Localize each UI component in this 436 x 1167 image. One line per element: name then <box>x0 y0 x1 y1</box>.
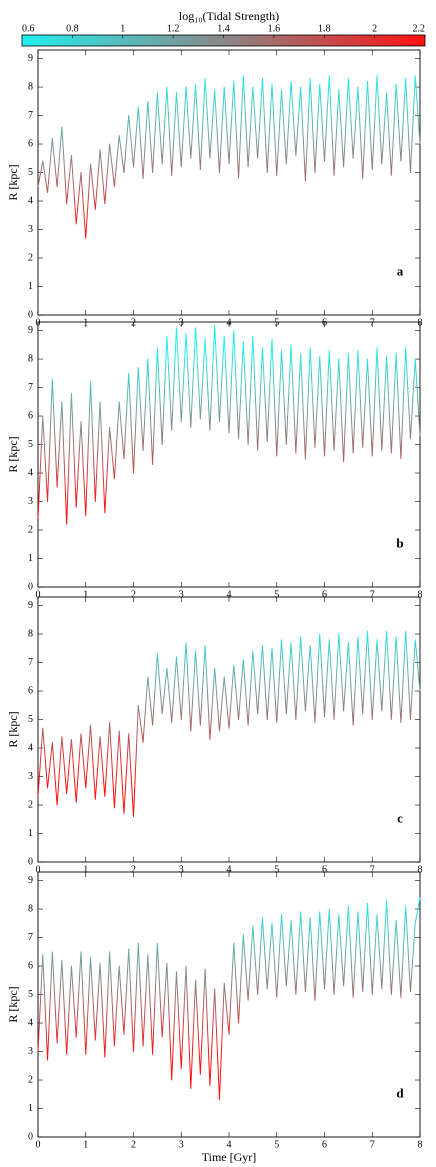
y-tick-label: 7 <box>28 382 33 393</box>
data-line <box>37 630 421 817</box>
x-tick-label: 3 <box>179 864 184 875</box>
y-tick-label: 3 <box>28 496 33 507</box>
y-tick-label: 1 <box>28 281 33 292</box>
panel-label: b <box>396 536 403 551</box>
x-tick-label: 5 <box>274 864 279 875</box>
x-tick-label: 1 <box>83 864 88 875</box>
y-tick-label: 2 <box>28 252 33 263</box>
data-line <box>37 897 421 1101</box>
x-tick-label: 4 <box>227 1139 232 1150</box>
y-tick-label: 2 <box>28 524 33 535</box>
plot-frame <box>37 596 421 863</box>
y-tick-label: 0 <box>28 1131 33 1142</box>
colorbar-label: log₁₀(Tidal Strength) <box>179 9 279 23</box>
x-tick-label: 8 <box>418 864 423 875</box>
x-tick-label: 7 <box>370 864 375 875</box>
x-tick-label: 6 <box>322 589 327 600</box>
colorbar-tick-label: 1 <box>120 23 125 34</box>
y-axis-label: R [kpc] <box>6 436 20 472</box>
x-tick-label: 1 <box>83 1139 88 1150</box>
colorbar-tick-label: 1.4 <box>217 23 230 34</box>
x-tick-label: 4 <box>227 589 232 600</box>
x-tick-label: 3 <box>179 589 184 600</box>
y-tick-label: 4 <box>28 467 33 478</box>
y-tick-label: 1 <box>28 553 33 564</box>
y-axis-label: R [kpc] <box>6 164 20 200</box>
x-axis-label: Time [Gyr] <box>202 1150 257 1164</box>
x-tick-label: 2 <box>131 589 136 600</box>
y-axis-label: R [kpc] <box>6 711 20 747</box>
x-tick-label: 6 <box>322 864 327 875</box>
y-tick-label: 0 <box>28 309 33 320</box>
y-tick-label: 3 <box>28 771 33 782</box>
y-tick-label: 7 <box>28 932 33 943</box>
colorbar-tick-label: 2.2 <box>413 23 426 34</box>
plot-frame <box>37 49 421 316</box>
x-tick-label: 4 <box>227 864 232 875</box>
x-tick-label: 7 <box>370 1139 375 1150</box>
y-tick-label: 9 <box>28 325 33 336</box>
y-tick-label: 7 <box>28 657 33 668</box>
y-tick-label: 9 <box>28 53 33 64</box>
x-tick-label: 1 <box>83 589 88 600</box>
y-tick-label: 1 <box>28 1103 33 1114</box>
y-tick-label: 5 <box>28 714 33 725</box>
y-tick-label: 7 <box>28 110 33 121</box>
data-line <box>37 75 421 239</box>
y-tick-label: 9 <box>28 600 33 611</box>
x-tick-label: 8 <box>418 589 423 600</box>
y-tick-label: 6 <box>28 960 33 971</box>
y-tick-label: 9 <box>28 875 33 886</box>
x-tick-label: 0 <box>36 1139 41 1150</box>
y-tick-label: 2 <box>28 799 33 810</box>
y-tick-label: 8 <box>28 81 33 92</box>
y-tick-label: 8 <box>28 628 33 639</box>
x-tick-label: 6 <box>322 1139 327 1150</box>
data-line <box>37 324 421 525</box>
x-tick-label: 5 <box>274 1139 279 1150</box>
y-tick-label: 6 <box>28 138 33 149</box>
colorbar-tick-label: 1.6 <box>268 23 281 34</box>
colorbar-tick-label: 0.6 <box>22 23 35 34</box>
y-tick-label: 8 <box>28 353 33 364</box>
plot-frame <box>37 321 421 588</box>
panel-label: d <box>396 1086 404 1101</box>
x-tick-label: 7 <box>370 589 375 600</box>
colorbar-tick-label: 2 <box>372 23 377 34</box>
y-tick-label: 4 <box>28 742 33 753</box>
y-tick-label: 0 <box>28 581 33 592</box>
panel-label: a <box>397 264 404 279</box>
colorbar-tick-label: 1.2 <box>167 23 180 34</box>
y-tick-label: 6 <box>28 410 33 421</box>
y-tick-label: 0 <box>28 856 33 867</box>
y-tick-label: 5 <box>28 989 33 1000</box>
y-tick-label: 3 <box>28 224 33 235</box>
y-tick-label: 3 <box>28 1046 33 1057</box>
x-tick-label: 5 <box>274 589 279 600</box>
x-tick-label: 3 <box>179 1139 184 1150</box>
plot-frame <box>37 871 421 1138</box>
y-tick-label: 2 <box>28 1074 33 1085</box>
y-tick-label: 5 <box>28 167 33 178</box>
y-axis-label: R [kpc] <box>6 986 20 1022</box>
x-tick-label: 2 <box>131 1139 136 1150</box>
y-tick-label: 1 <box>28 828 33 839</box>
y-tick-label: 8 <box>28 903 33 914</box>
x-tick-label: 0 <box>36 864 41 875</box>
y-tick-label: 5 <box>28 439 33 450</box>
y-tick-label: 4 <box>28 195 33 206</box>
colorbar-tick-label: 1.8 <box>318 23 331 34</box>
x-tick-label: 2 <box>131 864 136 875</box>
y-tick-label: 6 <box>28 685 33 696</box>
x-tick-label: 0 <box>36 589 41 600</box>
colorbar-tick-label: 0.8 <box>66 23 79 34</box>
panel-label: c <box>397 811 403 826</box>
y-tick-label: 4 <box>28 1017 33 1028</box>
x-tick-label: 8 <box>418 1139 423 1150</box>
